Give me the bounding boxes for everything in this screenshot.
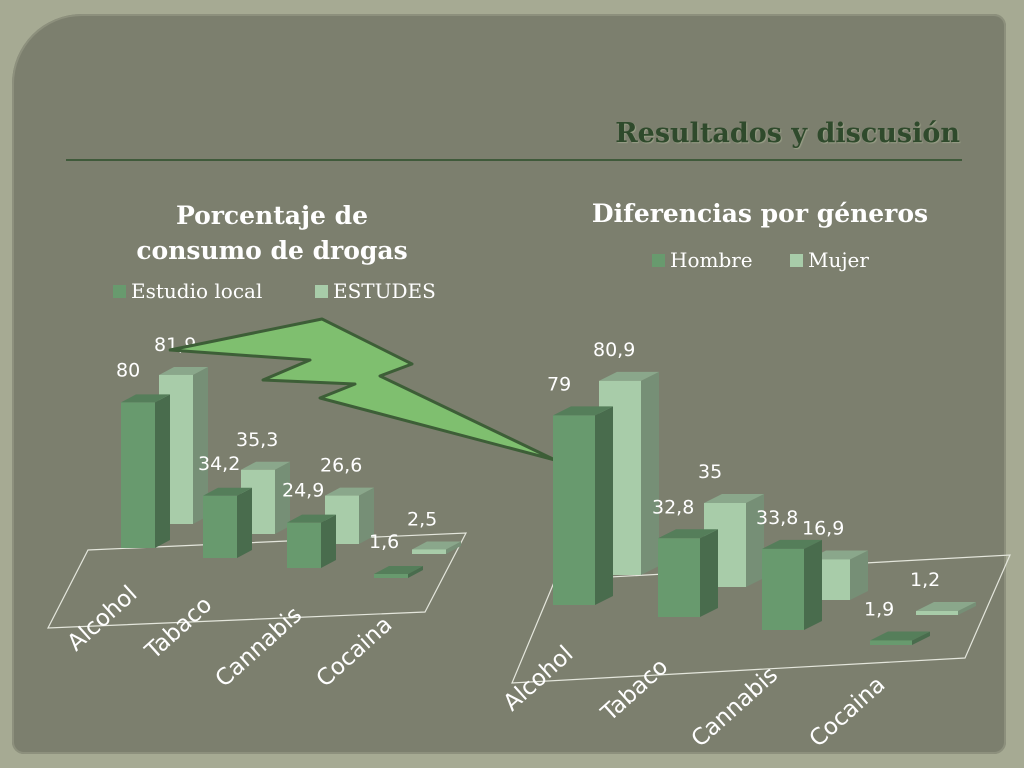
- legend-swatch: [113, 285, 126, 298]
- data-label: 1,2: [910, 569, 940, 591]
- data-label: 33,8: [756, 507, 798, 529]
- bar-cannabis-hombre: [762, 539, 822, 630]
- legend-label: Mujer: [808, 248, 869, 272]
- bar-alcohol-hombre: [553, 406, 613, 605]
- chart-title-line: consumo de drogas: [136, 236, 407, 265]
- data-label: 1,6: [369, 531, 399, 553]
- bar-cannabis-estudio-local: [287, 514, 336, 568]
- bar-cocaina-estudio-local: [374, 566, 423, 578]
- category-label: Tabaco: [140, 592, 217, 665]
- category-label: Tabaco: [596, 654, 673, 727]
- legend-swatch: [790, 254, 803, 267]
- data-label: 80: [116, 359, 140, 381]
- category-label: Cocaina: [805, 672, 891, 753]
- data-label: 32,8: [652, 496, 694, 518]
- data-label: 35,3: [236, 429, 278, 451]
- data-label: 35: [698, 461, 722, 483]
- bar-cocaina-hombre: [870, 631, 930, 645]
- bar-alcohol-estudio-local: [121, 394, 170, 548]
- chart-title-line: Porcentaje de: [176, 201, 368, 230]
- data-label: 79: [547, 373, 571, 395]
- bar-tabaco-hombre: [658, 529, 718, 617]
- legend-label: Hombre: [670, 248, 753, 272]
- category-label: Cannabis: [211, 602, 307, 693]
- category-label: Alcohol: [63, 581, 143, 656]
- chart-title-line: Diferencias por géneros: [592, 199, 928, 228]
- bar-cannabis-estudes: [325, 487, 374, 544]
- data-label: 1,9: [864, 598, 894, 620]
- legend-label: Estudio local: [131, 279, 262, 303]
- bar-cocaina-estudes: [412, 541, 461, 554]
- data-label: 24,9: [282, 480, 324, 502]
- data-label: 80,9: [593, 339, 635, 361]
- data-label: 2,5: [407, 508, 437, 530]
- legend-swatch: [652, 254, 665, 267]
- data-label: 26,6: [320, 455, 362, 477]
- bar-cocaina-mujer: [916, 602, 976, 615]
- chart-diferencias-generos: Diferencias por géneros Hombre Mujer 80,9 35…: [499, 199, 1011, 753]
- legend-label: ESTUDES: [333, 279, 436, 303]
- category-label: Cocaina: [312, 612, 398, 693]
- title-divider: [66, 159, 962, 161]
- bar-tabaco-estudes: [241, 461, 290, 534]
- lightning-arrow-icon: [168, 317, 557, 462]
- data-label: 16,9: [802, 517, 844, 539]
- category-label: Alcohol: [499, 641, 579, 716]
- slide-title: Resultados y discusión: [615, 118, 960, 149]
- data-label: 34,2: [198, 453, 240, 475]
- category-label: Cannabis: [687, 662, 783, 753]
- bar-tabaco-estudio-local: [203, 487, 252, 558]
- legend-swatch: [315, 285, 328, 298]
- chart-consumo-drogas: Porcentaje de consumo de drogas Estudio lo…: [46, 201, 468, 693]
